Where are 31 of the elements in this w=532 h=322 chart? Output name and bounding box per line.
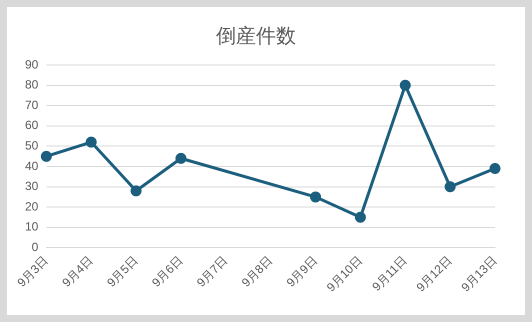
point	[490, 163, 500, 174]
y-tick-label: 40	[24, 158, 39, 173]
x-tick-label: 9月5日	[104, 253, 141, 290]
y-tick-label: 90	[24, 57, 39, 72]
point	[175, 152, 186, 164]
y-tick-label: 0	[32, 240, 39, 254]
x-tick-label: 9月3日	[14, 253, 51, 290]
point	[310, 191, 322, 202]
chart-title: 倒産件数	[216, 26, 296, 48]
y-tick-label: 50	[24, 138, 39, 153]
point	[130, 185, 142, 196]
y-tick-label: 70	[24, 98, 39, 112]
y-tick-label: 60	[24, 118, 39, 132]
y-tick-label: 20	[24, 199, 39, 214]
x-tick-label: 9月9日	[284, 253, 320, 290]
y-tick-label: 30	[24, 179, 39, 194]
y-tick-label: 80	[24, 78, 39, 92]
point	[40, 150, 52, 162]
x-tick-label: 9月11日	[369, 253, 410, 294]
point	[354, 212, 366, 223]
point	[444, 181, 456, 192]
x-tick-label: 9月7日	[194, 253, 230, 290]
point	[86, 136, 97, 148]
x-tick-label: 9月13日	[458, 253, 500, 294]
x-tick-label: 9月12日	[414, 253, 455, 294]
x-tick-label: 9月6日	[149, 253, 186, 290]
x-tick-label: 9月4日	[59, 253, 96, 290]
point	[400, 80, 411, 91]
y-tick-label: 10	[24, 220, 39, 234]
x-tick-label: 9月10日	[324, 253, 365, 294]
x-tick-label: 9月8日	[238, 253, 276, 290]
